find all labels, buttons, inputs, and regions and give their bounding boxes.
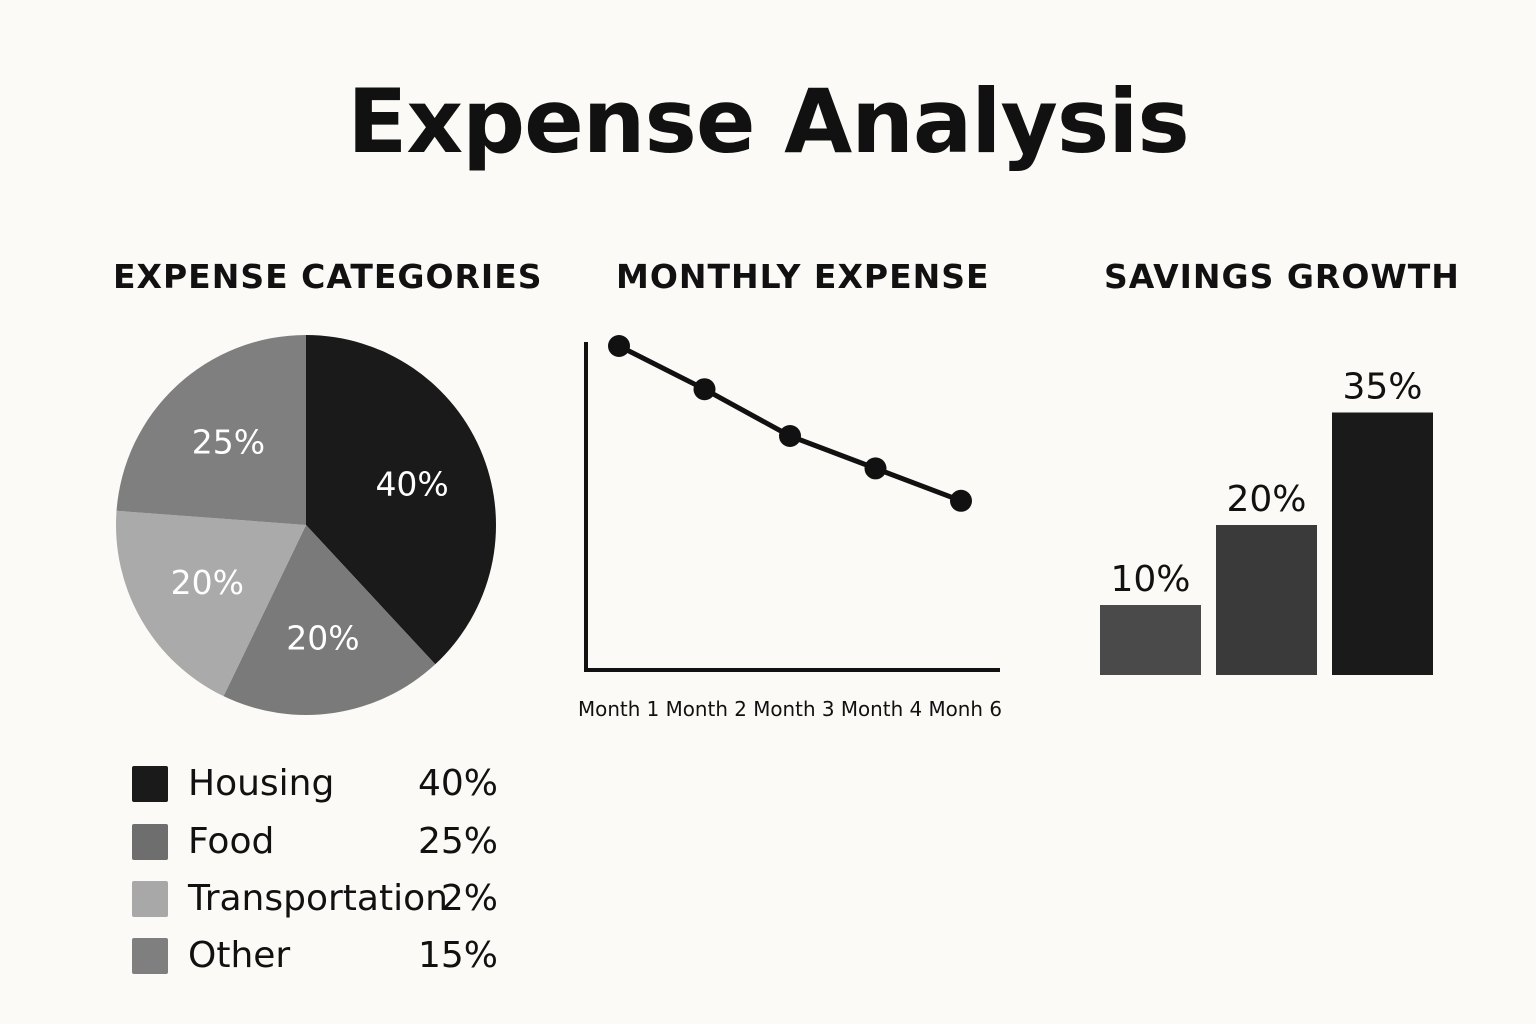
legend-value: 15%: [417, 935, 498, 976]
line-chart-title: MONTHLY EXPENSE: [616, 257, 990, 296]
legend-value: 40%: [417, 763, 498, 804]
pie-slice: [223, 525, 436, 716]
legend-value: 2%: [440, 878, 498, 919]
page-title: Expense Analysis: [347, 70, 1189, 173]
legend-item-other: Other 15%: [132, 936, 502, 976]
legend-value: 25%: [417, 821, 498, 862]
pie-slice: [116, 335, 306, 525]
legend-item-transportation: Transportation 2%: [132, 879, 502, 919]
legend-swatch-housing: [132, 766, 168, 802]
legend-label: Transportation: [188, 878, 448, 919]
pie-slice: [116, 510, 306, 697]
pie-slice-label: 20%: [286, 619, 359, 658]
legend-label: Other: [188, 935, 291, 976]
legend-label: Housing: [188, 763, 335, 804]
pie-slice-label: 40%: [375, 464, 448, 503]
legend-label: Food: [188, 821, 275, 862]
legend-swatch-food: [132, 824, 168, 860]
pie-slice: [306, 335, 497, 665]
legend-swatch-transportation: [132, 881, 168, 917]
legend-item-housing: Housing 40%: [132, 764, 502, 804]
pie-chart-title: EXPENSE CATEGORIES: [113, 257, 543, 296]
legend-swatch-other: [132, 938, 168, 974]
bar-chart-title: SAVINGS GROWTH: [1104, 257, 1460, 296]
legend-item-food: Food 25%: [132, 822, 502, 862]
pie-slice-label: 25%: [192, 422, 265, 461]
pie-slice-label: 20%: [171, 563, 244, 602]
